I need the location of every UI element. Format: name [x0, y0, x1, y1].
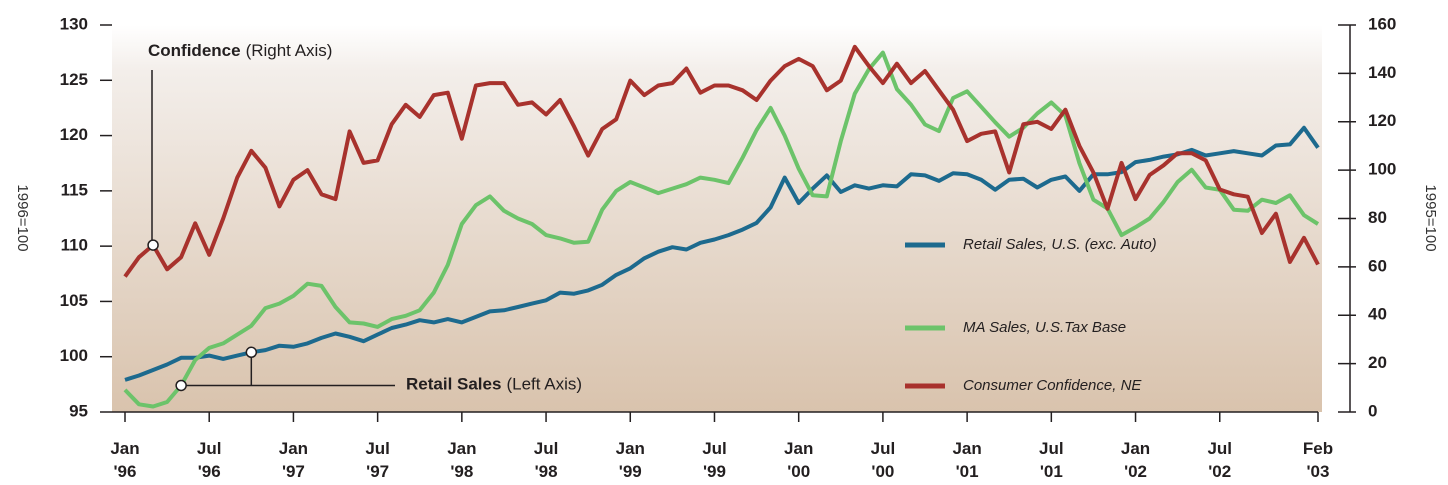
x-tick-label: Jan '00 — [784, 439, 813, 481]
x-tick-label: Jul '99 — [702, 439, 727, 481]
y2-tick-label: 160 — [1368, 14, 1396, 33]
legend-label: Retail Sales, U.S. (exc. Auto) — [963, 236, 1157, 253]
x-tick-label: Jul '98 — [534, 439, 559, 481]
x-tick-label: Jul '01 — [1039, 439, 1064, 481]
x-tick-label: Feb '03 — [1303, 439, 1333, 481]
x-tick-label: Jan '98 — [447, 439, 476, 481]
callout-point — [175, 379, 187, 392]
y-tick-label: 120 — [60, 125, 88, 144]
legend-label: MA Sales, U.S.Tax Base — [963, 319, 1126, 336]
plot — [123, 44, 1320, 409]
y2-axis-label: 1995=100 — [1422, 184, 1439, 251]
y-tick-label: 105 — [60, 291, 88, 310]
x-tick-label: Jul '96 — [197, 439, 222, 481]
x-tick-label: Jan '99 — [616, 439, 645, 481]
y-tick-label: 110 — [61, 236, 88, 255]
plot-background — [112, 25, 1322, 412]
y2-tick-label: 140 — [1368, 63, 1396, 82]
y2-tick-label: 20 — [1368, 353, 1387, 372]
x-tick-label: Jan '96 — [110, 439, 139, 481]
y-tick-label: 125 — [60, 70, 88, 89]
y-tick-label: 130 — [60, 14, 88, 33]
y2-tick-label: 40 — [1368, 305, 1387, 324]
x-tick-label: Jul '02 — [1207, 439, 1232, 481]
x-tick-label: Jan '01 — [952, 439, 981, 481]
y2-tick-label: 60 — [1368, 256, 1387, 275]
legend-label: Consumer Confidence, NE — [963, 377, 1142, 394]
series-line — [123, 50, 1320, 409]
y2-tick-label: 80 — [1368, 208, 1387, 227]
y2-tick-label: 100 — [1368, 160, 1396, 179]
y-tick-label: 115 — [61, 180, 88, 199]
x-tick-label: Jul '00 — [871, 439, 896, 481]
y2-tick-label: 0 — [1368, 401, 1377, 420]
x-tick-label: Jan '97 — [279, 439, 308, 481]
annotation: Confidence (Right Axis) — [148, 41, 332, 60]
callout-point — [147, 239, 159, 251]
callout-point — [245, 346, 258, 359]
annotation: Retail Sales (Left Axis) — [406, 375, 582, 394]
y-tick-label: 95 — [69, 401, 88, 420]
x-tick-label: Jan '02 — [1121, 439, 1150, 481]
x-tick-label: Jul '97 — [365, 439, 390, 481]
series-line — [123, 44, 1320, 278]
y-axis-label: 1996=100 — [14, 184, 31, 251]
y2-tick-label: 120 — [1368, 111, 1396, 130]
y-tick-label: 100 — [60, 346, 88, 365]
